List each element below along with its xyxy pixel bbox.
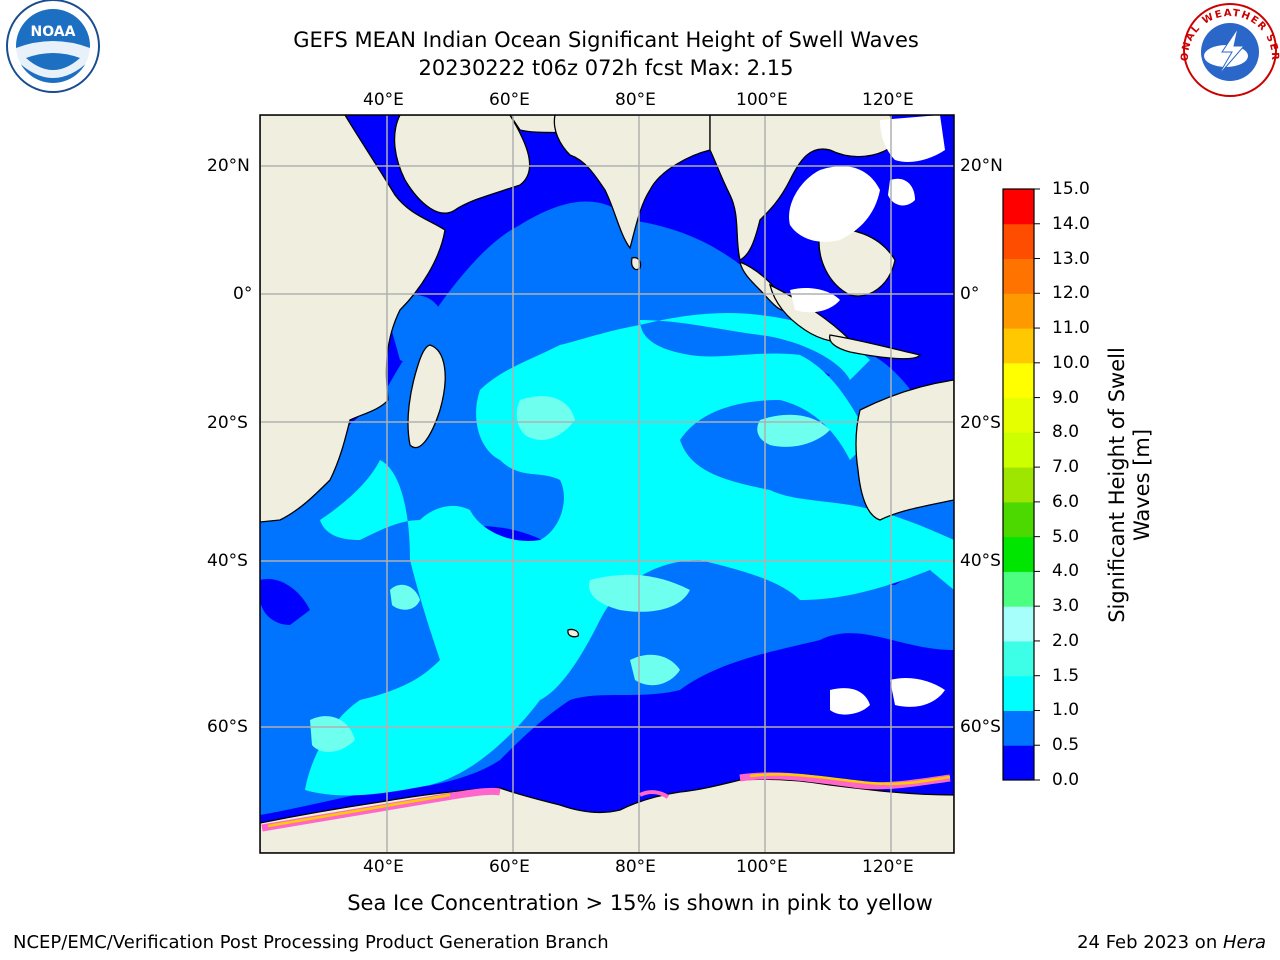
colorbar-segment [1003,432,1034,468]
lat-tick-left: 60°S [207,717,248,737]
colorbar-tick-label: 15.0 [1052,179,1090,199]
colorbar-tick-label: 0.5 [1052,735,1080,756]
colorbar-tick-label: 11.0 [1052,318,1090,339]
colorbar-tick-label: 14.0 [1052,213,1090,234]
colorbar-segment [1003,397,1034,433]
footer-date: 24 Feb 2023 on Hera [1077,932,1266,953]
lon-tick-bottom: 100°E [736,857,788,877]
map-title: GEFS MEAN Indian Ocean Significant Heigh… [293,28,919,52]
colorbar [1003,189,1034,781]
colorbar-segment [1003,745,1034,781]
colorbar-segment [1003,710,1034,746]
lat-tick-left: 0° [233,284,253,304]
sea-ice-note: Sea Ice Concentration > 15% is shown in … [347,891,933,915]
colorbar-tick-label: 13.0 [1052,248,1090,269]
colorbar-segment [1003,571,1034,607]
colorbar-tick-label: 7.0 [1052,457,1080,478]
colorbar-tick-label: 6.0 [1052,491,1080,512]
colorbar-segment [1003,536,1034,572]
noaa-logo-text: NOAA [31,24,76,40]
colorbar-label-line1: Significant Height of Swell [1105,347,1129,623]
colorbar-segment [1003,501,1034,538]
footer-date-text: 24 Feb 2023 on [1077,932,1223,953]
colorbar-tick-label: 9.0 [1052,387,1080,408]
colorbar-tick-label: 0.0 [1052,770,1080,790]
lat-tick-left: 40°S [207,551,248,571]
map-subtitle: 20230222 t06z 072h fcst Max: 2.15 [418,56,794,80]
colorbar-tick-label: 5.0 [1052,526,1080,547]
colorbar-tick-label: 8.0 [1052,422,1080,443]
lon-tick-bottom: 80°E [615,857,656,877]
colorbar-tick-label: 4.0 [1052,561,1080,582]
colorbar-tick-label: 1.0 [1052,700,1080,721]
footer-host: Hera [1222,932,1266,953]
noaa-logo: NOAA [6,0,100,93]
lon-tick-bottom: 60°E [489,857,530,877]
lat-tick-right: 40°S [960,551,1001,571]
lat-tick-right: 20°N [960,156,1003,176]
colorbar-tick-label: 3.0 [1052,596,1080,617]
colorbar-tick-label: 2.0 [1052,630,1080,651]
lat-tick-left: 20°N [207,156,250,176]
map-panel [260,115,954,853]
colorbar-segment [1003,258,1034,294]
lon-tick-bottom: 40°E [363,857,404,877]
lat-tick-right: 20°S [960,413,1001,433]
colorbar-tick-marks [1034,188,1040,781]
colorbar-tick-label: 12.0 [1052,283,1090,304]
footer-credit: NCEP/EMC/Verification Post Processing Pr… [13,932,609,953]
colorbar-label-line2: Waves [m] [1130,428,1154,542]
colorbar-segment [1003,189,1034,225]
colorbar-segment [1003,640,1034,677]
gridlines [260,115,954,853]
lat-tick-left: 20°S [207,413,248,433]
colorbar-segment [1003,606,1034,642]
lon-tick-bottom: 120°E [862,857,914,877]
lat-tick-right: 60°S [960,717,1001,737]
lon-tick-top: 80°E [615,90,656,110]
colorbar-tick-label: 1.5 [1052,665,1080,686]
colorbar-frame [1002,188,1035,781]
colorbar-segment [1003,675,1034,711]
colorbar-tick-label: 10.0 [1052,352,1090,373]
colorbar-segment [1003,328,1034,364]
lat-tick-right: 0° [960,284,980,304]
lon-tick-top: 40°E [363,90,404,110]
colorbar-segment [1003,362,1034,399]
colorbar-label: Significant Height of Swell Waves [m] [1105,347,1155,623]
colorbar-segment [1003,293,1034,329]
sea-ice-fringe [261,772,951,832]
colorbar-segment [1003,223,1034,260]
lon-tick-top: 120°E [862,90,914,110]
colorbar-segment [1003,467,1034,503]
lon-tick-top: 100°E [736,90,788,110]
lon-tick-top: 60°E [489,90,530,110]
map-frame [259,114,955,854]
